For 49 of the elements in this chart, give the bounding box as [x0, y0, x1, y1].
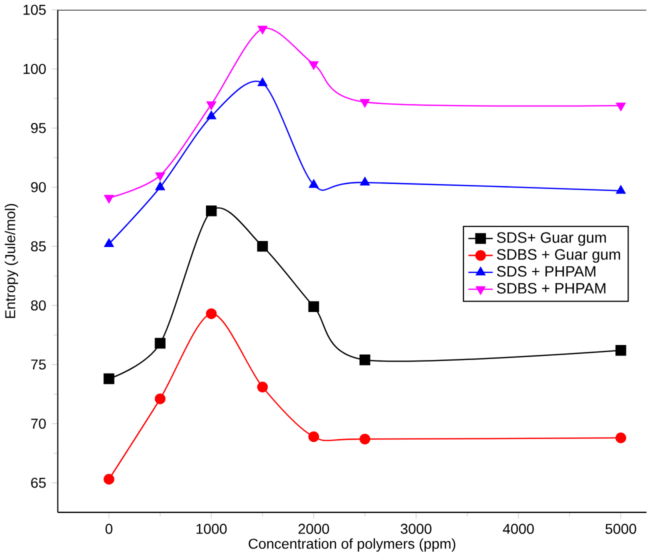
legend-label: SDS+ Guar gum [496, 232, 606, 246]
point [308, 431, 320, 442]
point [206, 308, 217, 319]
y-tick-label: 65 [31, 478, 46, 488]
y-tick-label: 95 [31, 122, 46, 133]
y-tick-label: 75 [31, 359, 46, 370]
y-tick-label: 90 [31, 182, 46, 192]
point [104, 194, 114, 203]
y-tick-label: 100 [24, 64, 46, 74]
legend-label: SDBS + Guar gum [496, 248, 620, 263]
point [615, 344, 626, 356]
point [360, 176, 370, 186]
point [258, 78, 268, 86]
x-tick-label: 1000 [196, 524, 227, 534]
y-tick-label: 85 [31, 241, 46, 252]
point [616, 185, 626, 194]
x-tick-label: 3000 [400, 524, 432, 534]
point [257, 381, 268, 392]
y-tick-label: 70 [31, 418, 46, 429]
x-axis-title: Concentration of polymers (ppm) [248, 538, 456, 552]
point [360, 433, 370, 444]
y-tick-label: 80 [31, 300, 46, 310]
x-tick-label: 4000 [502, 524, 534, 534]
point [616, 102, 626, 111]
point [104, 474, 114, 484]
point [104, 373, 114, 384]
x-tick-label: 5000 [606, 524, 636, 534]
point [257, 240, 268, 252]
point [206, 110, 216, 120]
point [206, 205, 217, 216]
y-axis-title: Entropy (Jule/mol) [4, 204, 18, 318]
point [360, 354, 370, 365]
point [308, 301, 320, 312]
point [308, 61, 318, 70]
point [206, 101, 216, 110]
x-tick-label: 0 [106, 524, 112, 534]
point [155, 182, 165, 190]
point [104, 238, 114, 247]
x-tick-label: 2000 [298, 524, 330, 534]
point [360, 98, 370, 108]
legend-label: SDS + PHPAM [496, 266, 596, 276]
point [154, 393, 166, 404]
point [154, 338, 166, 348]
point [308, 179, 318, 188]
point [615, 432, 626, 444]
legend-label: SDBS + PHPAM [496, 282, 606, 294]
point [155, 172, 165, 181]
point [258, 26, 268, 34]
y-tick-label: 105 [24, 4, 46, 15]
